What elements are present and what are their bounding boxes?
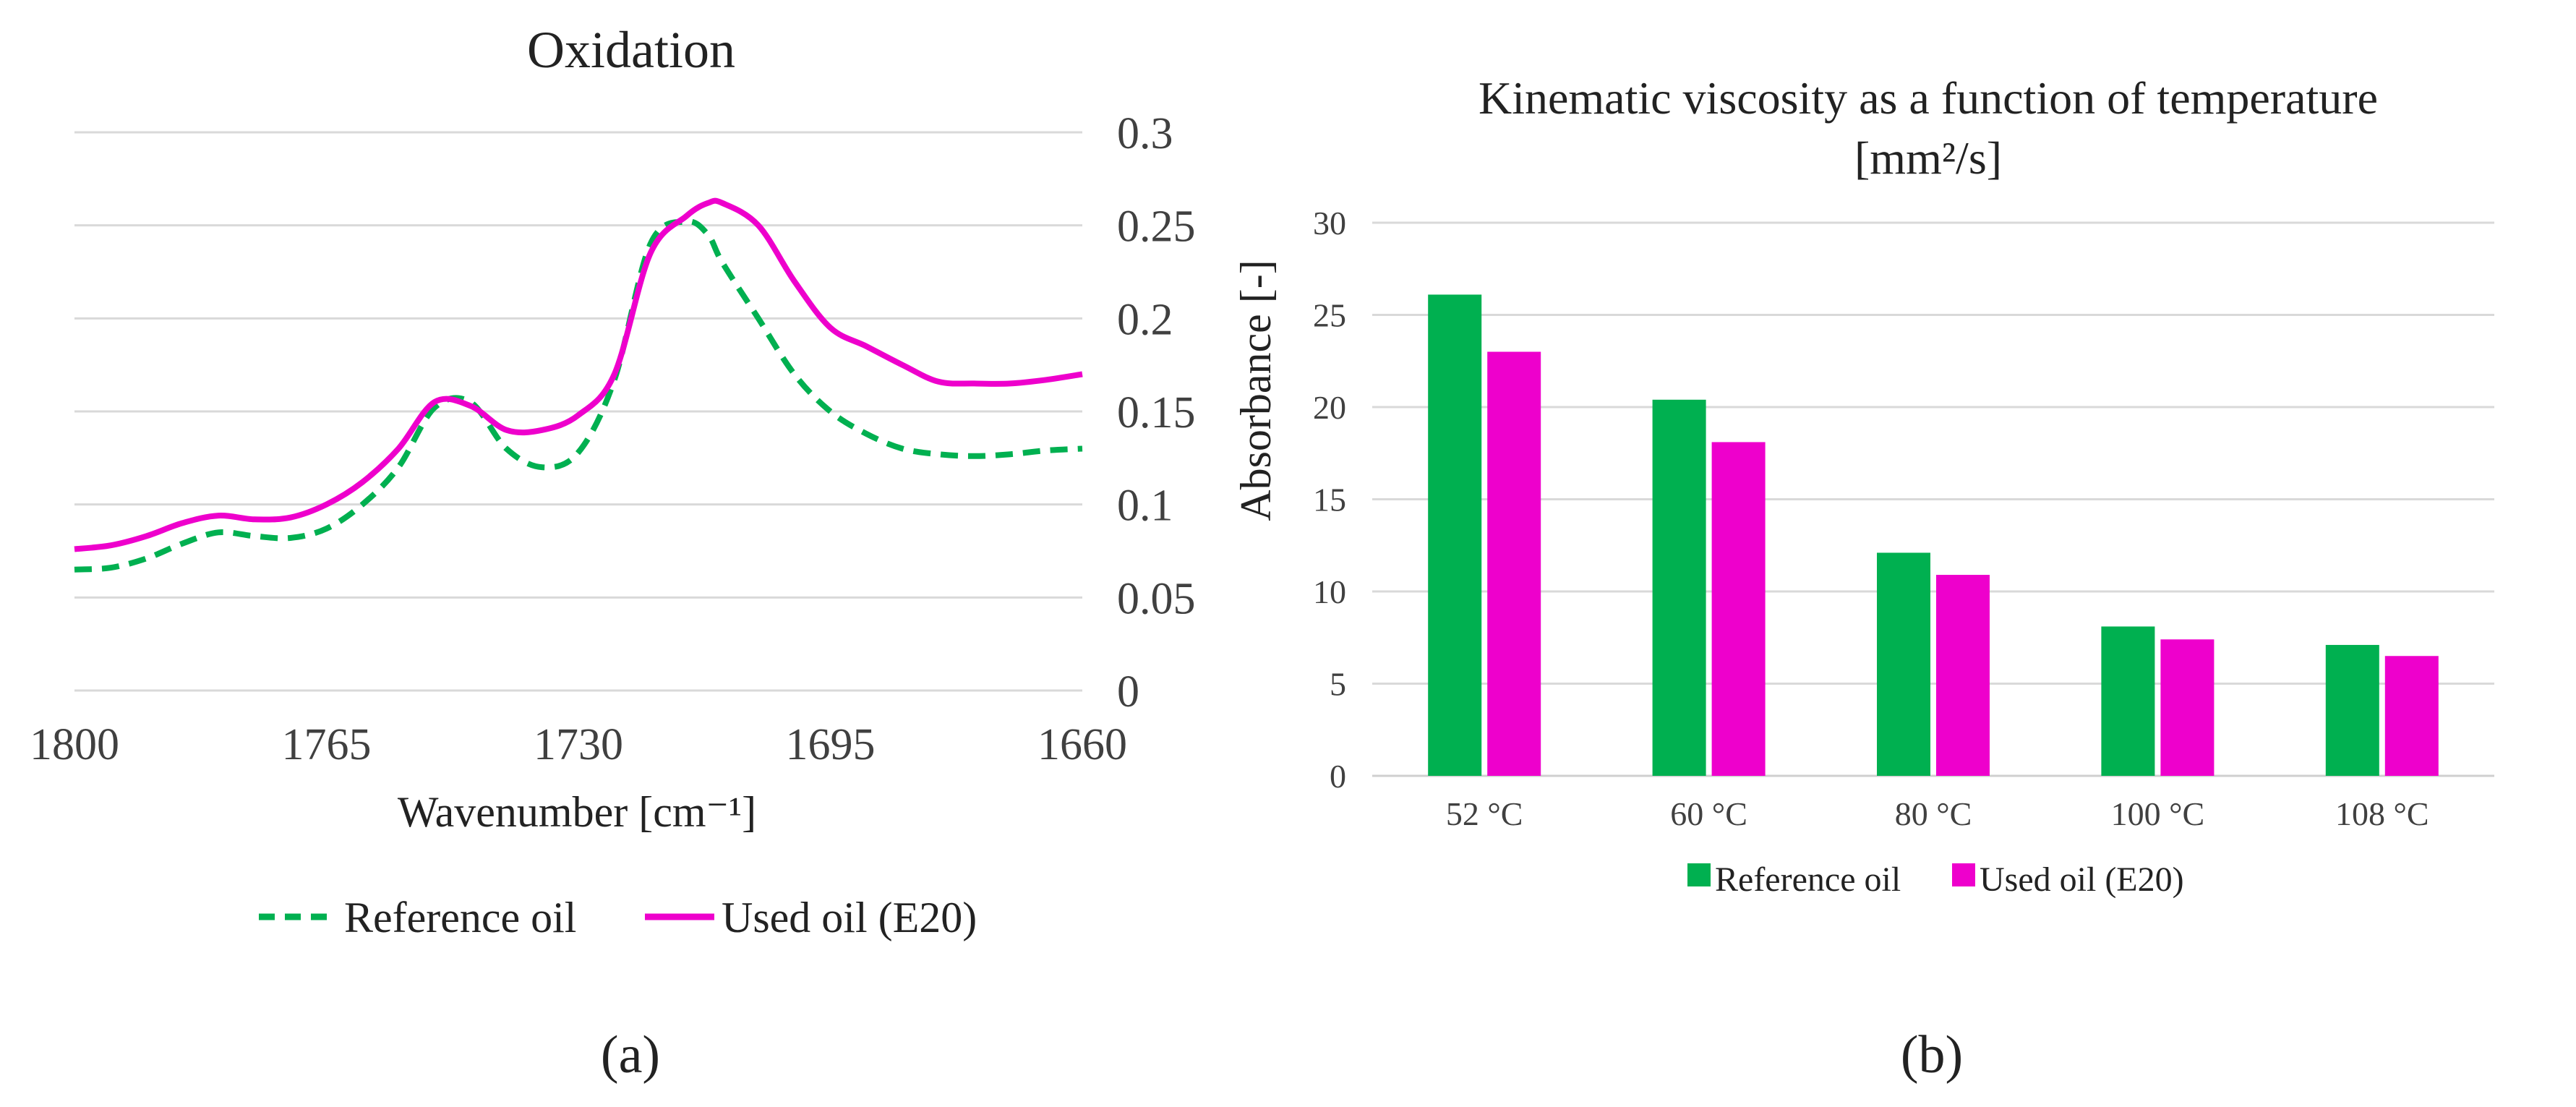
panel-b-y-tick-label: 15 bbox=[1313, 482, 1346, 518]
bar-reference-oil-108-c bbox=[2325, 644, 2379, 776]
legend-b-used-oil-label: Used oil (E20) bbox=[1980, 860, 2184, 899]
bar-used-oil-e20-52-c bbox=[1487, 351, 1541, 776]
panel-b-x-tick-label: 108 °C bbox=[2335, 795, 2429, 832]
bar-used-oil-e20-100-c bbox=[2160, 639, 2215, 776]
panel-b-y-tick-label: 20 bbox=[1313, 389, 1346, 426]
bar-reference-oil-60-c bbox=[1652, 399, 1706, 776]
bar-used-oil-e20-60-c bbox=[1711, 442, 1766, 776]
series-line-used-oil-e20 bbox=[74, 197, 1083, 552]
panel-b-x-tick-label: 80 °C bbox=[1895, 795, 1972, 832]
panel-a-label: (a) bbox=[601, 1025, 660, 1085]
panel-a-x-tick-label: 1800 bbox=[30, 720, 119, 769]
series-line-reference-oil bbox=[74, 218, 1083, 573]
panel-a-x-tick-label: 1765 bbox=[282, 720, 372, 769]
panel-a-title: Oxidation bbox=[527, 21, 735, 79]
panel-b-y-tick-label: 0 bbox=[1330, 758, 1346, 795]
legend-used-oil-label: Used oil (E20) bbox=[722, 894, 977, 941]
panel-a-y-axis-label: Absorbance [-] bbox=[1232, 260, 1280, 521]
legend-reference-oil-bar-swatch bbox=[1687, 863, 1711, 886]
panel-b-x-tick-label: 100 °C bbox=[2111, 795, 2205, 832]
panel-a-y-tick-label: 0 bbox=[1117, 667, 1139, 717]
panel-a-x-tick-label: 1730 bbox=[534, 720, 623, 769]
bar-used-oil-e20-80-c bbox=[1936, 575, 1990, 776]
panel-b-title-units: [mm²/s] bbox=[1854, 132, 2002, 184]
bar-reference-oil-100-c bbox=[2101, 626, 2155, 776]
panel-a-y-tick-label: 0.3 bbox=[1117, 109, 1173, 158]
panel-b-title: Kinematic viscosity as a function of tem… bbox=[1479, 72, 2378, 124]
panel-b-bar-chart: 0 5 10 15 20 25 30 52 °C 60 °C 80 °C 100 °C 108 °C… bbox=[1232, 72, 2494, 1085]
panel-b-x-tick-label: 60 °C bbox=[1670, 795, 1747, 832]
panel-a-y-tick-label: 0.05 bbox=[1117, 574, 1196, 623]
panel-b-y-tick-label: 25 bbox=[1313, 297, 1346, 334]
panel-a-x-tick-label: 1660 bbox=[1037, 720, 1127, 769]
panel-b-x-tick-label: 52 °C bbox=[1446, 795, 1523, 832]
bar-used-oil-e20-108-c bbox=[2384, 656, 2439, 776]
panel-a-y-tick-label: 0.15 bbox=[1117, 388, 1196, 437]
panel-a-line-chart: 0 0.05 0.1 0.15 0.2 0.25 0.3 1800 1765 1730 1695 1… bbox=[30, 21, 1196, 1085]
legend-used-oil-bar-swatch bbox=[1952, 863, 1975, 886]
panel-a-x-tick-label: 1695 bbox=[786, 720, 876, 769]
panel-b-label: (b) bbox=[1901, 1025, 1963, 1085]
legend-b-reference-oil-label: Reference oil bbox=[1715, 860, 1901, 899]
panel-a-x-axis-label: Wavenumber [cm⁻¹] bbox=[398, 788, 756, 836]
bar-reference-oil-52-c bbox=[1428, 294, 1482, 776]
panel-a-y-tick-label: 0.25 bbox=[1117, 202, 1196, 252]
panel-a-y-tick-label: 0.2 bbox=[1117, 295, 1173, 344]
panel-b-y-tick-label: 10 bbox=[1313, 573, 1346, 610]
panel-b-y-tick-label: 5 bbox=[1330, 666, 1346, 703]
panel-a-y-tick-label: 0.1 bbox=[1117, 482, 1173, 531]
bar-reference-oil-80-c bbox=[1877, 552, 1930, 776]
legend-reference-oil-label: Reference oil bbox=[344, 894, 576, 941]
panel-b-y-tick-label: 30 bbox=[1313, 205, 1346, 242]
